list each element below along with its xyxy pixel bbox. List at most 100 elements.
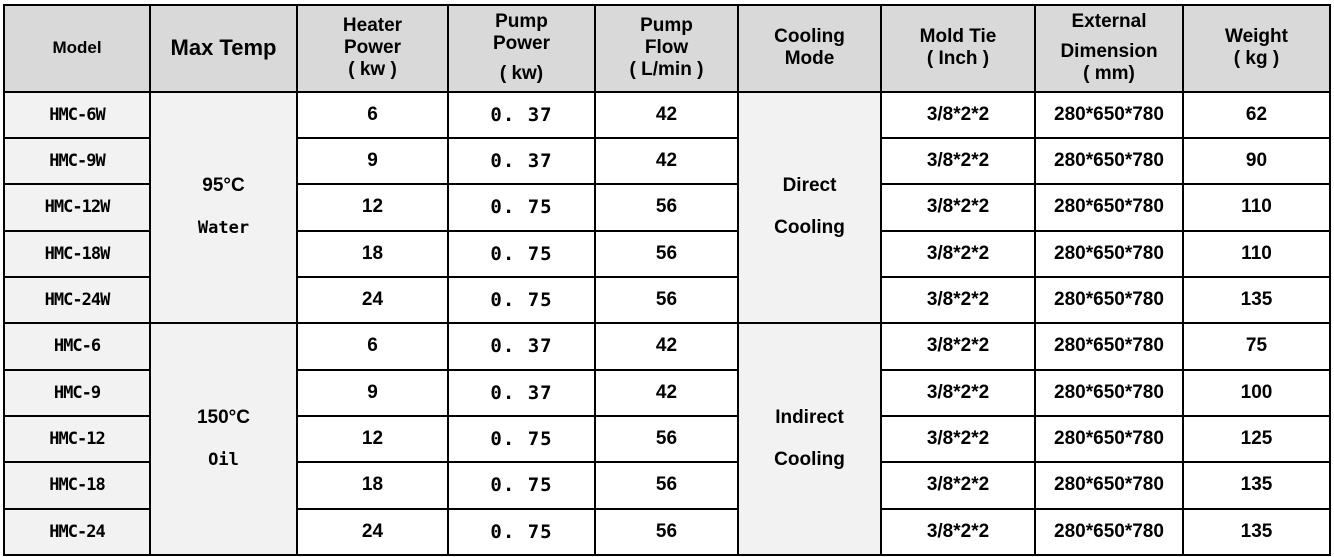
pump-power-cell: 0. 75 xyxy=(447,507,596,557)
header-pump-flow-line3: ( L/min ) xyxy=(629,59,704,81)
model-cell: HMC-18W xyxy=(3,229,151,278)
cooling-mode-direct-line1: Direct xyxy=(782,175,837,197)
max-temp-oil-value: 150°C xyxy=(196,407,251,429)
mold-tie-cell: 3/8*2*2 xyxy=(880,507,1036,557)
mold-tie-cell: 3/8*2*2 xyxy=(880,229,1036,278)
dimension-cell: 280*650*780 xyxy=(1034,275,1184,325)
mold-tie-cell: 3/8*2*2 xyxy=(880,90,1036,139)
pump-flow-cell: 42 xyxy=(594,90,739,139)
mold-tie-cell: 3/8*2*2 xyxy=(880,322,1036,371)
mold-tie-cell: 3/8*2*2 xyxy=(880,461,1036,510)
cooling-mode-indirect-line1: Indirect xyxy=(775,407,844,429)
pump-power-cell: 0. 75 xyxy=(447,275,596,325)
dimension-cell: 280*650*780 xyxy=(1034,461,1184,510)
heater-power-cell: 6 xyxy=(296,90,449,139)
table-row: HMC-6W 95°C Water 6 0. 37 42 Direct Cool… xyxy=(3,90,1331,325)
pump-flow-cell: 56 xyxy=(594,275,739,325)
pump-flow-cell: 42 xyxy=(594,368,739,417)
max-temp-water-value: 95°C xyxy=(202,175,245,197)
header-heater-power-line3: ( kw ) xyxy=(348,59,397,81)
heater-power-cell: 24 xyxy=(296,275,449,325)
pump-flow-cell: 42 xyxy=(594,136,739,186)
pump-flow-cell: 42 xyxy=(594,322,739,371)
model-cell: HMC-24 xyxy=(3,507,151,557)
header-external-dimension-line1: External xyxy=(1071,11,1147,33)
pump-flow-cell: 56 xyxy=(594,414,739,464)
heater-power-cell: 24 xyxy=(296,507,449,557)
pump-power-cell: 0. 75 xyxy=(447,229,596,278)
heater-power-cell: 18 xyxy=(296,461,449,510)
heater-power-cell: 9 xyxy=(296,136,449,186)
model-cell: HMC-6W xyxy=(3,90,151,139)
pump-power-cell: 0. 75 xyxy=(447,461,596,510)
weight-cell: 100 xyxy=(1182,368,1331,417)
weight-cell: 75 xyxy=(1182,322,1331,371)
table-row: HMC-9W 9 0. 37 42 3/8*2*2 280*650*780 90 xyxy=(3,136,1331,186)
table-row: HMC-18W 18 0. 75 56 3/8*2*2 280*650*780 … xyxy=(3,229,1331,278)
header-pump-power: Pump Power ( kw) xyxy=(447,4,596,93)
heater-power-cell: 9 xyxy=(296,368,449,417)
dimension-cell: 280*650*780 xyxy=(1034,368,1184,417)
model-cell: HMC-9W xyxy=(3,136,151,186)
header-heater-power-line1: Heater xyxy=(342,15,403,37)
table-row: HMC-12 12 0. 75 56 3/8*2*2 280*650*780 1… xyxy=(3,414,1331,464)
pump-flow-cell: 56 xyxy=(594,461,739,510)
cooling-mode-indirect-cell: Indirect Cooling xyxy=(737,322,882,556)
table-row: HMC-9 9 0. 37 42 3/8*2*2 280*650*780 100 xyxy=(3,368,1331,417)
weight-cell: 125 xyxy=(1182,414,1331,464)
model-cell: HMC-9 xyxy=(3,368,151,417)
header-max-temp: Max Temp xyxy=(149,4,298,93)
medium-oil-label: Oil xyxy=(208,450,239,471)
mold-tie-cell: 3/8*2*2 xyxy=(880,368,1036,417)
mold-tie-cell: 3/8*2*2 xyxy=(880,275,1036,325)
header-pump-flow-line1: Pump xyxy=(640,15,693,37)
spec-table: Model Max Temp Heater Power ( kw ) Pump … xyxy=(3,4,1331,557)
weight-cell: 90 xyxy=(1182,136,1331,186)
header-pump-power-line3: ( kw) xyxy=(499,63,544,85)
header-mold-tie: Mold Tie ( Inch ) xyxy=(880,4,1036,93)
header-cooling-mode: Cooling Mode xyxy=(737,4,882,93)
dimension-cell: 280*650*780 xyxy=(1034,414,1184,464)
model-cell: HMC-12 xyxy=(3,414,151,464)
model-cell: HMC-12W xyxy=(3,183,151,232)
weight-cell: 135 xyxy=(1182,461,1331,510)
pump-power-cell: 0. 37 xyxy=(447,322,596,371)
header-weight-line1: Weight xyxy=(1225,26,1288,48)
dimension-cell: 280*650*780 xyxy=(1034,136,1184,186)
mold-tie-cell: 3/8*2*2 xyxy=(880,414,1036,464)
header-cooling-mode-line1: Cooling xyxy=(774,26,845,48)
pump-power-cell: 0. 75 xyxy=(447,414,596,464)
table-row: HMC-24 24 0. 75 56 3/8*2*2 280*650*780 1… xyxy=(3,507,1331,557)
header-heater-power: Heater Power ( kw ) xyxy=(296,4,449,93)
model-cell: HMC-6 xyxy=(3,322,151,371)
weight-cell: 135 xyxy=(1182,507,1331,557)
pump-flow-cell: 56 xyxy=(594,183,739,232)
header-external-dimension-line2: Dimension xyxy=(1060,41,1158,63)
header-heater-power-line2: Power xyxy=(343,37,402,59)
weight-cell: 135 xyxy=(1182,275,1331,325)
model-cell: HMC-24W xyxy=(3,275,151,325)
pump-power-cell: 0. 37 xyxy=(447,368,596,417)
pump-power-cell: 0. 37 xyxy=(447,90,596,139)
heater-power-cell: 18 xyxy=(296,229,449,278)
weight-cell: 110 xyxy=(1182,229,1331,278)
pump-flow-cell: 56 xyxy=(594,507,739,557)
table-row: HMC-18 18 0. 75 56 3/8*2*2 280*650*780 1… xyxy=(3,461,1331,510)
dimension-cell: 280*650*780 xyxy=(1034,90,1184,139)
header-pump-flow: Pump Flow ( L/min ) xyxy=(594,4,739,93)
header-pump-power-line2: Power xyxy=(492,33,551,55)
model-cell: HMC-18 xyxy=(3,461,151,510)
heater-power-cell: 12 xyxy=(296,414,449,464)
heater-power-cell: 12 xyxy=(296,183,449,232)
header-pump-power-line1: Pump xyxy=(495,11,548,33)
pump-power-cell: 0. 75 xyxy=(447,183,596,232)
heater-power-cell: 6 xyxy=(296,322,449,371)
dimension-cell: 280*650*780 xyxy=(1034,322,1184,371)
header-weight-line2: ( kg ) xyxy=(1233,48,1280,70)
header-external-dimension-line3: ( mm) xyxy=(1083,63,1135,85)
header-mold-tie-line1: Mold Tie xyxy=(919,26,997,48)
weight-cell: 110 xyxy=(1182,183,1331,232)
header-row: Model Max Temp Heater Power ( kw ) Pump … xyxy=(3,4,1331,93)
mold-tie-cell: 3/8*2*2 xyxy=(880,136,1036,186)
weight-cell: 62 xyxy=(1182,90,1331,139)
